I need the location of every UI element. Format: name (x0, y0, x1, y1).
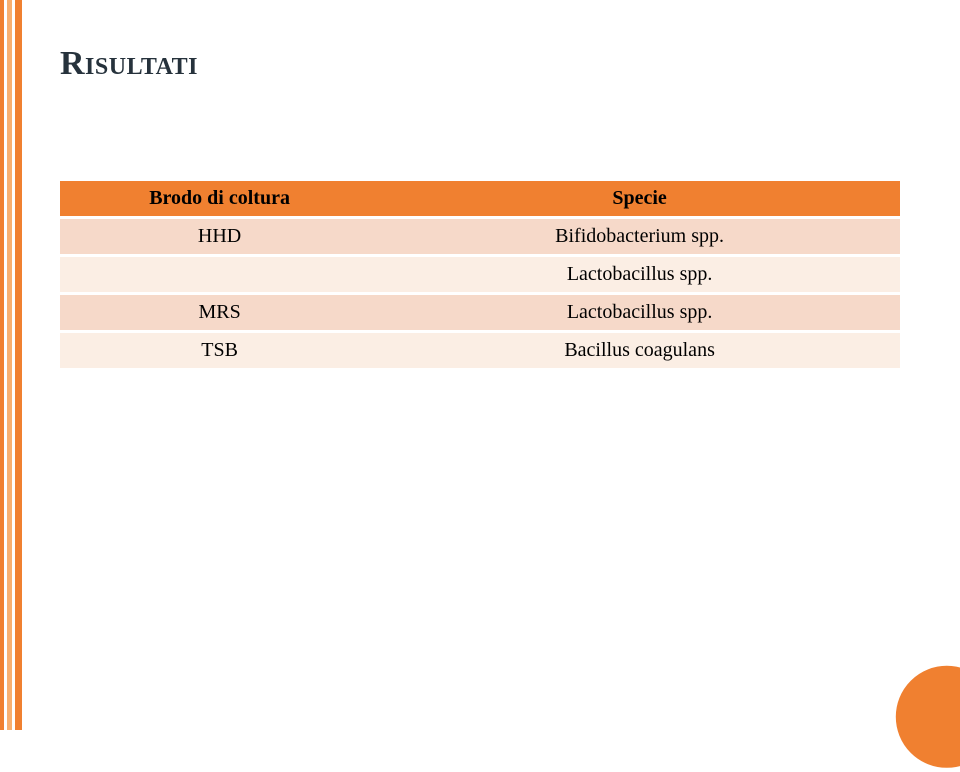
table-cell: HHD (60, 219, 379, 254)
results-table-wrap: Brodo di coltura Specie HHD Bifidobacter… (60, 178, 900, 371)
table-cell: Lactobacillus spp. (379, 295, 900, 330)
table-body: HHD Bifidobacterium spp. Lactobacillus s… (60, 219, 900, 368)
table-row: HHD Bifidobacterium spp. (60, 219, 900, 254)
table-header-cell: Specie (379, 181, 900, 216)
left-accent-rail (0, 0, 24, 730)
rail-stripe (15, 0, 22, 730)
table-cell (60, 257, 379, 292)
table-header-row: Brodo di coltura Specie (60, 181, 900, 216)
page-title: Risultati (60, 45, 920, 83)
table-cell: Lactobacillus spp. (379, 257, 900, 292)
results-table: Brodo di coltura Specie HHD Bifidobacter… (60, 178, 900, 371)
table-row: TSB Bacillus coagulans (60, 333, 900, 368)
table-header-cell: Brodo di coltura (60, 181, 379, 216)
table-cell: Bacillus coagulans (379, 333, 900, 368)
table-row: MRS Lactobacillus spp. (60, 295, 900, 330)
table-row: Lactobacillus spp. (60, 257, 900, 292)
table-cell: MRS (60, 295, 379, 330)
table-cell: TSB (60, 333, 379, 368)
corner-accent-circle (892, 662, 960, 772)
table-cell: Bifidobacterium spp. (379, 219, 900, 254)
slide-content: Risultati Brodo di coltura Specie HHD Bi… (60, 45, 920, 371)
